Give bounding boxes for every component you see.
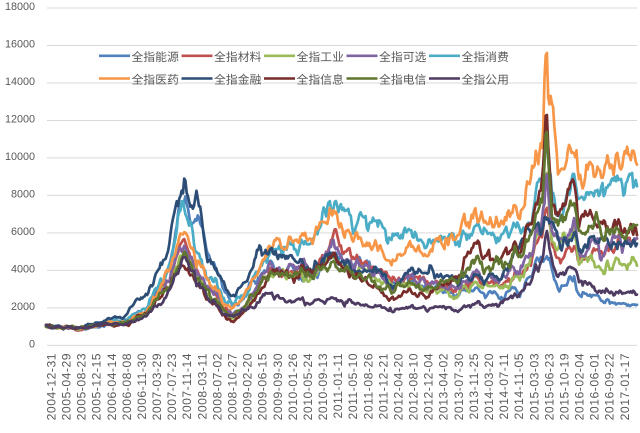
svg-text:2006-04-14: 2006-04-14 (105, 353, 119, 420)
svg-text:2015-10-19: 2015-10-19 (558, 353, 572, 420)
svg-text:2011-08-26: 2011-08-26 (361, 353, 375, 419)
svg-text:2006-08-08: 2006-08-08 (120, 353, 134, 420)
svg-text:2000: 2000 (11, 301, 35, 313)
svg-text:2008-03-11: 2008-03-11 (195, 353, 209, 419)
svg-text:6000: 6000 (11, 226, 35, 238)
svg-text:2006-11-30: 2006-11-30 (135, 353, 149, 419)
svg-text:2017-01-17: 2017-01-17 (618, 353, 632, 420)
svg-text:2008-07-02: 2008-07-02 (210, 353, 224, 420)
svg-text:2009-02-20: 2009-02-20 (241, 353, 255, 420)
svg-text:2016-06-01: 2016-06-01 (588, 353, 602, 420)
svg-text:2013-04-02: 2013-04-02 (437, 353, 451, 420)
svg-text:14000: 14000 (5, 76, 35, 88)
svg-text:2012-12-04: 2012-12-04 (422, 353, 436, 420)
svg-text:2007-07-23: 2007-07-23 (165, 353, 179, 420)
svg-text:8000: 8000 (11, 189, 35, 201)
svg-text:12000: 12000 (5, 114, 35, 126)
svg-text:2007-11-14: 2007-11-14 (180, 353, 194, 419)
svg-text:18000: 18000 (5, 1, 35, 13)
svg-text:2012-08-10: 2012-08-10 (407, 353, 421, 420)
svg-text:2011-01-11: 2011-01-11 (331, 353, 345, 419)
svg-text:2014-11-05: 2014-11-05 (512, 353, 526, 419)
svg-text:2008-10-27: 2008-10-27 (226, 353, 240, 420)
svg-text:2005-08-23: 2005-08-23 (75, 353, 89, 420)
svg-text:4000: 4000 (11, 264, 35, 276)
svg-text:2005-12-15: 2005-12-15 (90, 353, 104, 420)
svg-text:2014-07-11: 2014-07-11 (497, 353, 511, 419)
svg-text:16000: 16000 (5, 39, 35, 51)
svg-text:2010-09-13: 2010-09-13 (316, 353, 330, 420)
svg-text:2011-05-10: 2011-05-10 (346, 353, 360, 419)
svg-text:2013-07-30: 2013-07-30 (452, 353, 466, 420)
svg-text:2009-09-30: 2009-09-30 (271, 353, 285, 420)
svg-text:2015-06-23: 2015-06-23 (542, 353, 556, 420)
svg-text:2014-03-20: 2014-03-20 (482, 353, 496, 420)
svg-text:2010-01-26: 2010-01-26 (286, 353, 300, 420)
svg-text:2007-03-29: 2007-03-29 (150, 353, 164, 420)
svg-text:2005-04-29: 2005-04-29 (60, 353, 74, 420)
svg-text:2011-12-21: 2011-12-21 (376, 353, 390, 419)
svg-text:2004-12-31: 2004-12-31 (44, 353, 58, 420)
svg-text:10000: 10000 (5, 151, 35, 163)
svg-text:2012-04-20: 2012-04-20 (392, 353, 406, 420)
svg-text:2016-09-22: 2016-09-22 (603, 353, 617, 420)
svg-text:2013-11-25: 2013-11-25 (467, 353, 481, 419)
svg-text:2010-05-24: 2010-05-24 (301, 353, 315, 420)
svg-text:2015-03-03: 2015-03-03 (527, 353, 541, 420)
svg-text:2009-06-15: 2009-06-15 (256, 353, 270, 420)
svg-text:2016-02-04: 2016-02-04 (573, 353, 587, 420)
svg-text:0: 0 (29, 339, 35, 351)
